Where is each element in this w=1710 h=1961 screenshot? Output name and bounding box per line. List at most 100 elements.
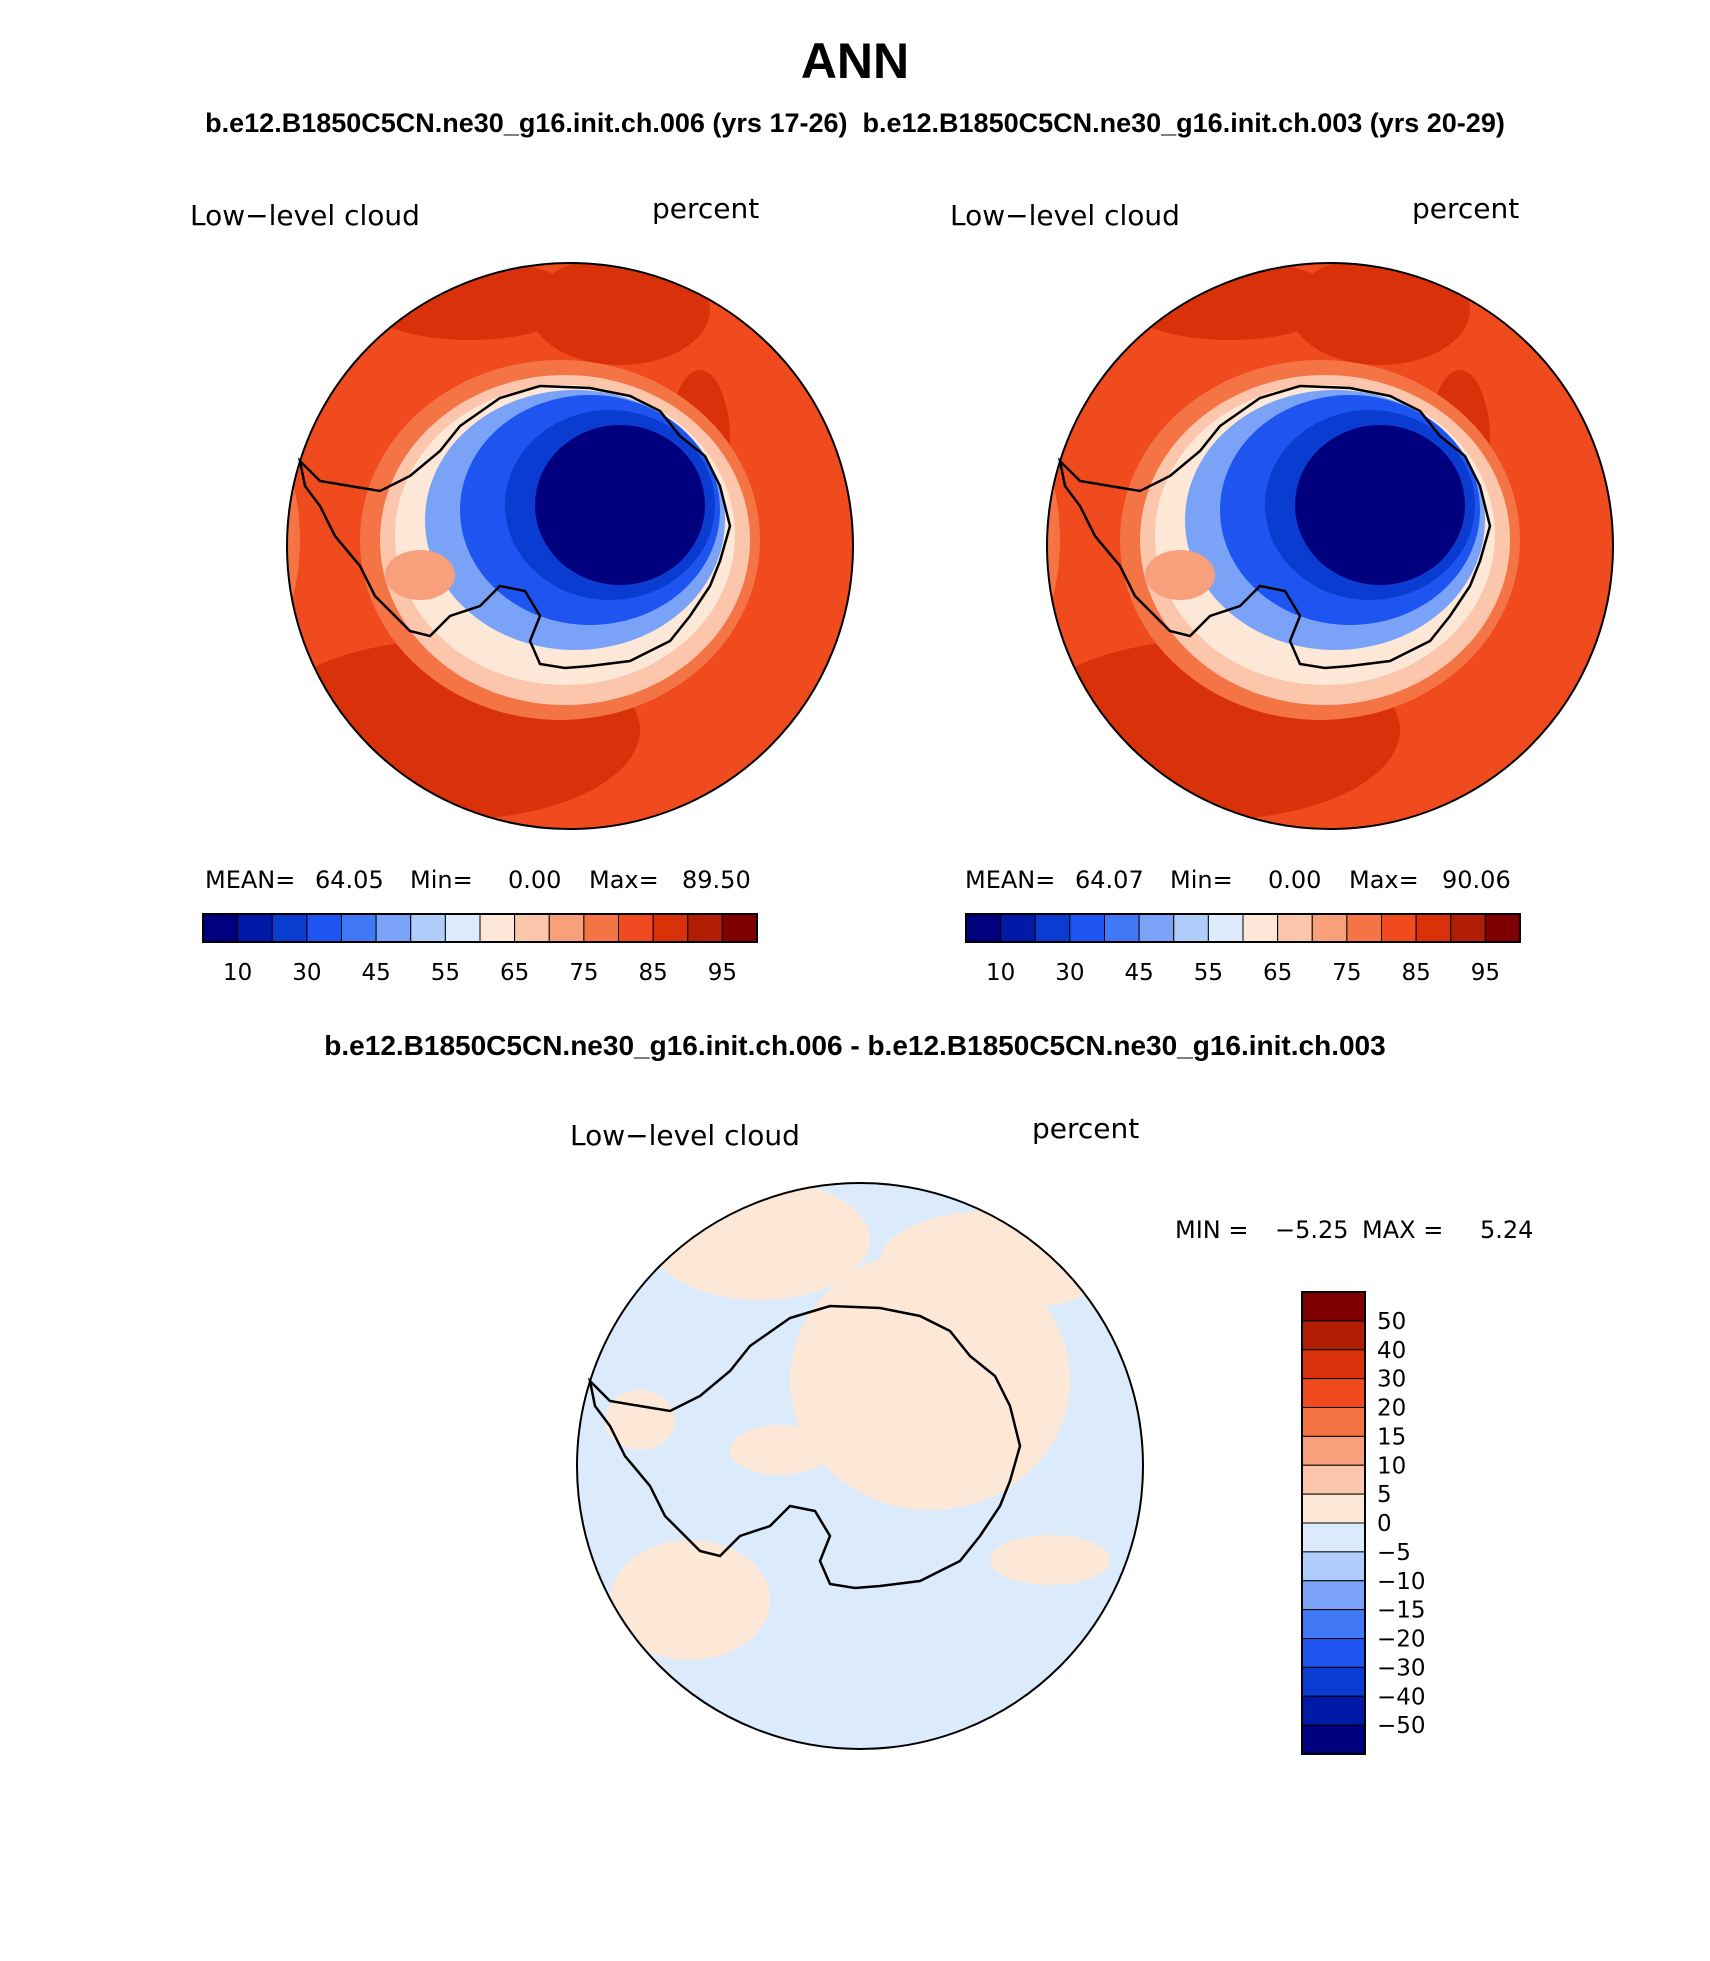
diff-colorbar-tick-label: 0 <box>1377 1511 1392 1537</box>
panel-2-contour-field <box>1047 263 1613 829</box>
diff-colorbar-swatch <box>1301 1291 1366 1322</box>
difference-panel-map: Low−level cloud percent MIN = −5.25 MAX … <box>570 1112 1533 1755</box>
panel-2-colorbar-swatch <box>1207 913 1244 943</box>
panel-1-colorbar-tick-label: 75 <box>569 960 598 986</box>
diff-units-label: percent <box>1032 1112 1139 1145</box>
panel-1-contour-field <box>287 263 853 829</box>
panel-2-colorbar-swatch <box>1000 913 1036 943</box>
panel-2-colorbar: 10 30 45 55 65 75 85 95 <box>965 913 1521 986</box>
panel-2-colorbar-tick-label: 10 <box>986 960 1015 986</box>
diff-min-value: −5.25 <box>1275 1216 1349 1244</box>
diff-min-label: MIN = <box>1175 1216 1248 1244</box>
panel-2-mean-label: MEAN= <box>965 866 1055 894</box>
diff-colorbar-tick-label: −30 <box>1377 1655 1426 1681</box>
panel-1-max-label: Max= <box>589 866 659 894</box>
panel-1-map: Low−level cloud percent MEAN= 64.05 Min=… <box>190 192 854 986</box>
diff-colorbar-tick-label: 5 <box>1377 1482 1392 1508</box>
panel-2-colorbar-swatch <box>1484 913 1521 943</box>
panel-2-colorbar-swatch <box>1104 913 1140 943</box>
panel-2-colorbar-tick-label: 95 <box>1471 960 1500 986</box>
panel-2-colorbar-swatch <box>1173 913 1209 943</box>
diff-colorbar-swatch <box>1301 1378 1366 1408</box>
panel-1-mean-value: 64.05 <box>315 866 384 894</box>
panel-2-variable-label: Low−level cloud <box>950 199 1180 232</box>
panel-2-min-value: 0.00 <box>1268 866 1321 894</box>
diff-max-value: 5.24 <box>1480 1216 1533 1244</box>
panel-1-mean-label: MEAN= <box>205 866 295 894</box>
panel-1-colorbar-tick-label: 45 <box>361 960 390 986</box>
panel-2-colorbar-tick-label: 75 <box>1332 960 1361 986</box>
panel-2-colorbar-swatch <box>1138 913 1175 943</box>
diff-colorbar-tick-label: −20 <box>1377 1627 1426 1653</box>
panel-1-colorbar-swatch <box>271 913 308 943</box>
diff-colorbar-swatch <box>1301 1522 1366 1553</box>
diff-colorbar-swatch <box>1301 1464 1366 1495</box>
diff-colorbar-swatch <box>1301 1724 1366 1755</box>
diff-colorbar-tick-label: −15 <box>1377 1598 1426 1624</box>
diff-colorbar-swatch <box>1301 1666 1366 1697</box>
panel-1-variable-label: Low−level cloud <box>190 199 420 232</box>
panel-1-colorbar-swatch <box>618 913 654 943</box>
diff-colorbar-tick-label: 30 <box>1377 1367 1406 1393</box>
panel-1-units-label: percent <box>652 192 759 225</box>
diff-colorbar-swatch <box>1301 1407 1366 1437</box>
panel-1-colorbar-tick-label: 55 <box>431 960 460 986</box>
panel-2-colorbar-tick-label: 30 <box>1055 960 1084 986</box>
panel-1-colorbar-swatch <box>237 913 273 943</box>
panel-2-colorbar-tick-label: 85 <box>1401 960 1430 986</box>
panel-2-colorbar-swatch <box>1311 913 1348 943</box>
top-row-subtitle: b.e12.B1850C5CN.ne30_g16.init.ch.006 (yr… <box>205 108 1505 138</box>
panel-1-colorbar-swatch <box>410 913 446 943</box>
panel-1-colorbar-swatch <box>548 913 585 943</box>
panel-2-colorbar-swatch <box>1450 913 1486 943</box>
diff-colorbar-tick-label: 15 <box>1377 1424 1406 1450</box>
panel-2-min-label: Min= <box>1170 866 1233 894</box>
panel-1-colorbar-tick-label: 65 <box>500 960 529 986</box>
panel-1-colorbar-swatch <box>375 913 412 943</box>
diff-colorbar-swatch <box>1301 1551 1366 1582</box>
difference-subtitle: b.e12.B1850C5CN.ne30_g16.init.ch.006 - b… <box>324 1030 1386 1061</box>
panel-2-colorbar-swatch <box>1069 913 1105 943</box>
diff-colorbar-tick-label: 20 <box>1377 1396 1406 1422</box>
diff-colorbar-swatch <box>1301 1609 1366 1639</box>
panel-2-max-label: Max= <box>1349 866 1419 894</box>
panel-2-colorbar-swatch <box>1346 913 1382 943</box>
panel-2-colorbar-tick-label: 65 <box>1263 960 1292 986</box>
panel-1-colorbar-swatch <box>202 913 239 943</box>
panel-2-map: Low−level cloud percent MEAN= 64.07 Min=… <box>950 192 1614 986</box>
panel-2-colorbar-swatch <box>1242 913 1279 943</box>
panel-1-colorbar-tick-label: 95 <box>708 960 737 986</box>
panel-2-colorbar-tick-label: 45 <box>1124 960 1153 986</box>
panel-1-colorbar-swatch <box>514 913 550 943</box>
panel-2-colorbar-tick-label: 55 <box>1194 960 1223 986</box>
panel-2-colorbar-swatch <box>1381 913 1417 943</box>
diff-colorbar-swatch <box>1301 1580 1366 1611</box>
panel-2-colorbar-swatch <box>1034 913 1071 943</box>
diff-colorbar-tick-label: −10 <box>1377 1569 1426 1595</box>
panel-1-colorbar-swatch <box>652 913 689 943</box>
diff-colorbar-tick-label: 40 <box>1377 1338 1406 1364</box>
diff-colorbar-swatch <box>1301 1493 1366 1524</box>
diff-colorbar-swatch <box>1301 1435 1366 1466</box>
diff-colorbar-swatch <box>1301 1695 1366 1726</box>
diff-max-label: MAX = <box>1362 1216 1443 1244</box>
diff-colorbar-tick-label: 10 <box>1377 1453 1406 1479</box>
panel-1-max-value: 89.50 <box>682 866 751 894</box>
panel-2-colorbar-swatch <box>1415 913 1452 943</box>
panel-2-colorbar-swatch <box>1277 913 1313 943</box>
panel-1-min-label: Min= <box>410 866 473 894</box>
diff-colorbar-tick-label: 50 <box>1377 1309 1406 1335</box>
panel-1-colorbar-tick-label: 85 <box>638 960 667 986</box>
diff-variable-label: Low−level cloud <box>570 1119 800 1152</box>
panel-2-colorbar-swatch <box>965 913 1002 943</box>
panel-1-min-value: 0.00 <box>508 866 561 894</box>
panel-1-colorbar-swatch <box>687 913 723 943</box>
panel-1-colorbar-swatch <box>721 913 758 943</box>
diff-colorbar-swatch <box>1301 1320 1366 1351</box>
panel-1-colorbar-swatch <box>479 913 516 943</box>
diff-colorbar-tick-label: −50 <box>1377 1713 1426 1739</box>
panel-2-units-label: percent <box>1412 192 1519 225</box>
panel-1-colorbar-swatch <box>583 913 619 943</box>
